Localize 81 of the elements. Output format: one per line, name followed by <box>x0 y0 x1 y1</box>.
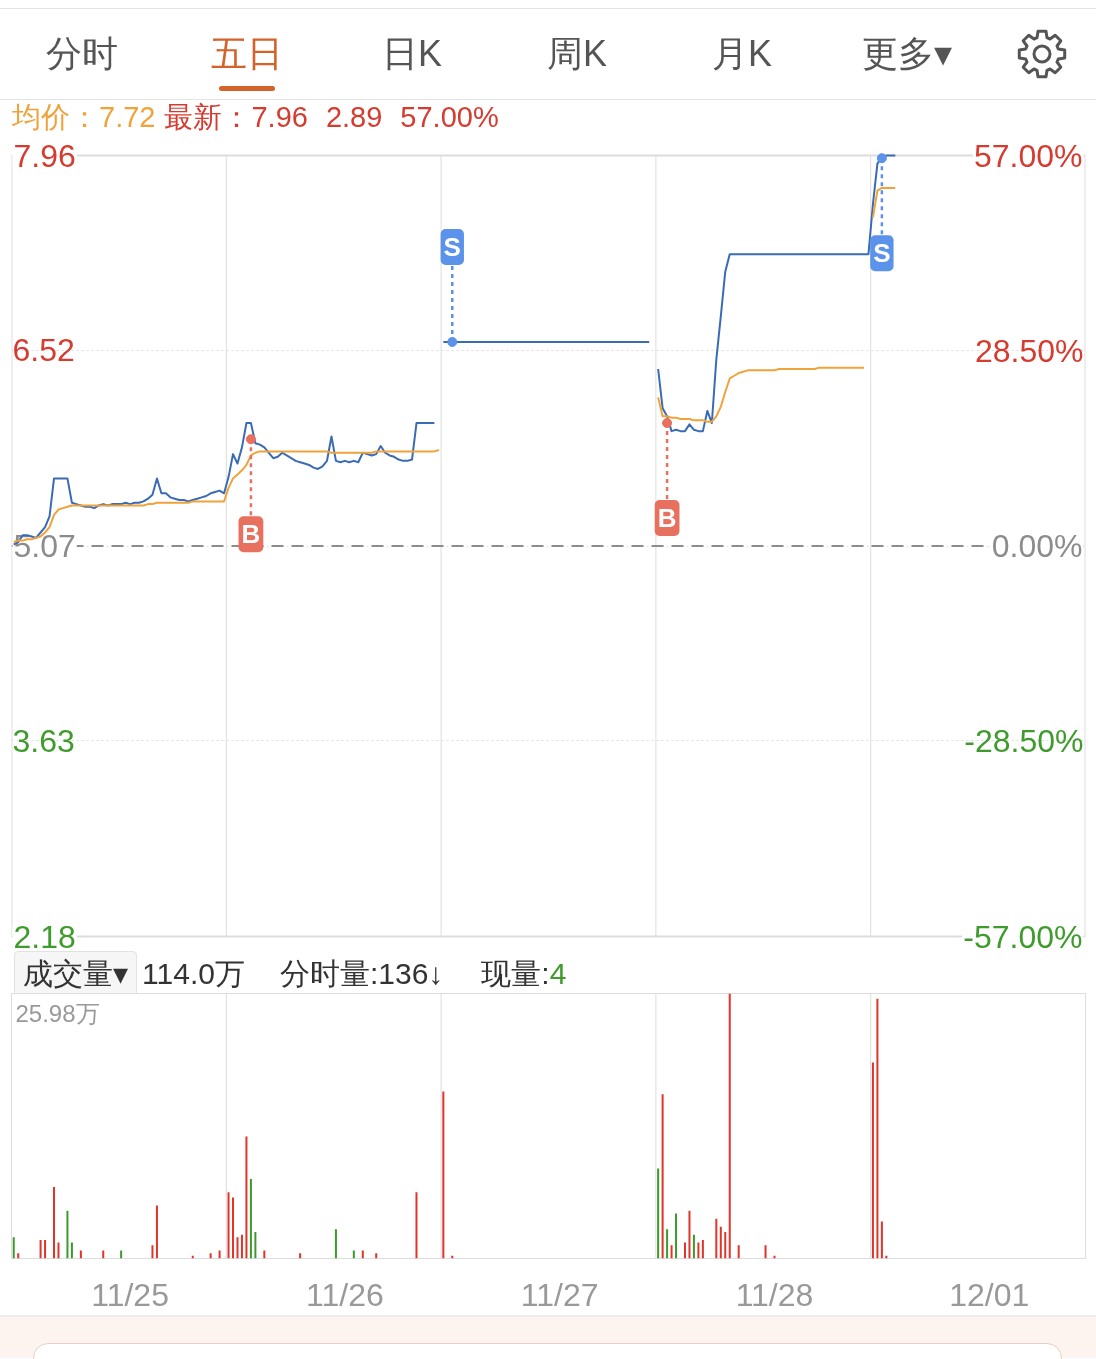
category-label: 分时 <box>46 32 118 76</box>
point <box>876 153 887 164</box>
category-label: 更多▾ <box>861 32 953 76</box>
y2-tick-label: -57.00% <box>963 918 1083 955</box>
point <box>447 336 458 347</box>
bar <box>657 1168 660 1259</box>
bar <box>151 1245 154 1259</box>
category-label: 周K <box>546 32 608 76</box>
bar <box>675 1213 678 1259</box>
data-label: B <box>241 519 261 550</box>
bar <box>44 1239 47 1259</box>
bar <box>254 1232 257 1259</box>
bar <box>334 1229 337 1259</box>
text: 2.89 <box>325 99 383 135</box>
bar <box>53 1186 56 1259</box>
text: 均价：7.72 <box>12 99 156 135</box>
bar <box>245 1136 248 1259</box>
bar <box>209 1253 212 1259</box>
x-tick-label: 12/01 <box>949 1276 1030 1313</box>
y-tick-label: 6.52 <box>12 332 75 369</box>
bar <box>666 1229 669 1259</box>
bar <box>688 1210 691 1259</box>
y-tick-label: 5.07 <box>13 528 76 564</box>
chart-title: 成交量▾ <box>23 956 129 990</box>
bar <box>880 1221 883 1259</box>
bar <box>415 1192 418 1259</box>
bar <box>876 998 879 1259</box>
y-tick-label: 2.18 <box>13 918 76 955</box>
bar <box>871 1062 874 1259</box>
bar <box>661 1094 664 1259</box>
point <box>662 418 673 429</box>
bar <box>12 1237 15 1259</box>
text: 57.00% <box>400 99 499 135</box>
y2-tick-label: -28.50% <box>964 723 1084 760</box>
data-label: S <box>443 231 461 262</box>
bar <box>17 1253 20 1259</box>
y2-tick-label: 28.50% <box>974 332 1084 369</box>
bar <box>249 1179 252 1259</box>
category-label: 日K <box>381 32 443 76</box>
bar <box>697 1242 700 1259</box>
text: 最新：7.96 <box>164 99 308 135</box>
bar <box>227 1192 230 1259</box>
bar <box>70 1242 73 1259</box>
bar <box>39 1239 42 1259</box>
text: 114.0万 <box>142 955 245 992</box>
annotation: 25.98万 <box>15 999 100 1027</box>
bar <box>236 1237 239 1259</box>
bar <box>66 1210 69 1259</box>
data-label: S <box>873 238 891 269</box>
y-tick-label: 7.96 <box>13 137 76 174</box>
text: 4 <box>549 955 567 992</box>
y-tick-label: 3.63 <box>12 722 75 759</box>
text: 现量: <box>481 955 550 992</box>
data-label: B <box>657 503 677 534</box>
x-tick-label: 11/28 <box>735 1276 814 1313</box>
point <box>245 434 256 445</box>
y2-tick-label: 57.00% <box>973 137 1083 174</box>
bar <box>57 1242 60 1259</box>
bar <box>715 1218 718 1259</box>
bar <box>240 1234 243 1259</box>
bar <box>155 1205 158 1259</box>
bar <box>375 1253 378 1259</box>
bar <box>724 1232 727 1259</box>
bar <box>442 1091 445 1259</box>
bar <box>683 1242 686 1259</box>
category-label: 五日 <box>211 32 283 76</box>
text: 分时量:136↓ <box>279 955 444 992</box>
bar <box>764 1245 767 1259</box>
bar <box>299 1253 302 1259</box>
category-label: 月K <box>711 32 773 76</box>
x-tick-label: 11/25 <box>91 1276 169 1313</box>
bar <box>670 1245 673 1259</box>
bar <box>737 1245 740 1259</box>
bar <box>692 1234 695 1259</box>
bar <box>701 1239 704 1259</box>
y2-tick-label: 0.00% <box>991 528 1083 564</box>
x-tick-label: 11/26 <box>306 1276 384 1313</box>
bar <box>232 1197 235 1259</box>
x-tick-label: 11/27 <box>520 1276 599 1313</box>
bar <box>719 1226 722 1259</box>
bar <box>728 993 731 1259</box>
